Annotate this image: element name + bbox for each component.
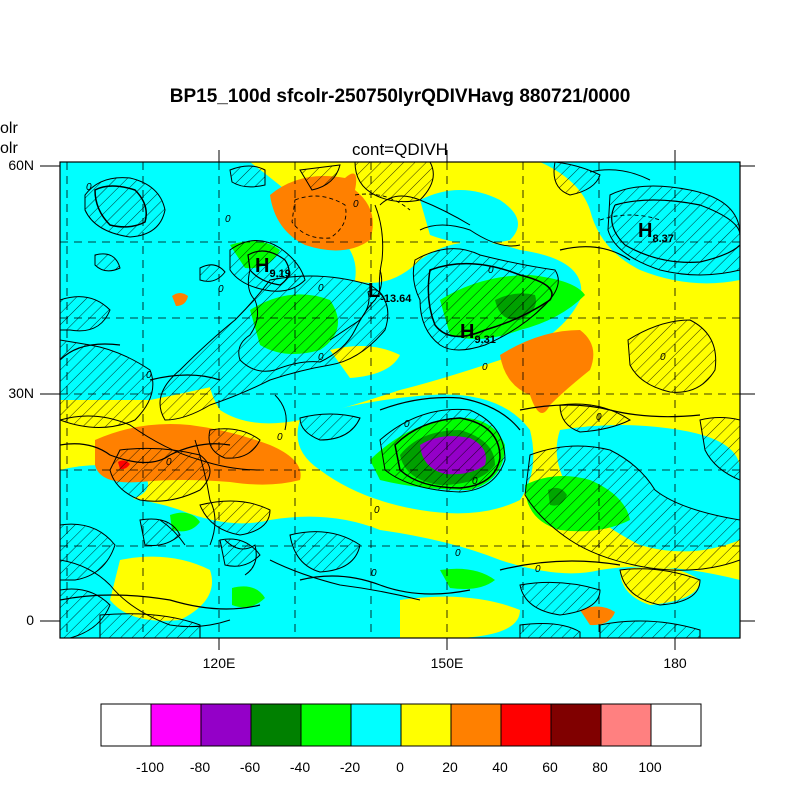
contour-label: 0 (374, 505, 380, 516)
colorbar (100, 703, 702, 747)
lat-label-60n: 60N (8, 157, 34, 173)
cut-label-1: olr (0, 120, 18, 137)
plot-border (59, 161, 741, 639)
green-region-s (440, 568, 495, 589)
colorbar-swatch (250, 703, 302, 747)
colorbar-tick-label: 40 (492, 759, 508, 775)
contour-label: 0 (472, 476, 478, 487)
orange-region-north (270, 173, 373, 251)
colorbar-swatch (550, 703, 602, 747)
colorbar-tick-label: 0 (396, 759, 404, 775)
colorbar-swatch (400, 703, 452, 747)
contour-label: 0 (482, 362, 488, 373)
contour-lines-solid (60, 185, 740, 610)
low-pressure-symbol: L-13.64 (368, 280, 412, 305)
contour-label: 0 (225, 214, 231, 225)
contour-label: 0 (218, 284, 224, 295)
lat-label-30n: 30N (8, 385, 34, 401)
plot-title: BP15_100d sfcolr-250750lyrQDIVHavg 88072… (169, 86, 631, 107)
high-pressure-symbol: H8.37 (638, 220, 674, 245)
colorbar-tick-label: 100 (638, 759, 662, 775)
contour-label: 0 (146, 370, 152, 381)
high-pressure-symbol: H9.31 (460, 321, 496, 346)
contour-label: 0 (371, 568, 377, 579)
colorbar-swatch (150, 703, 202, 747)
lon-label-150e: 150E (430, 655, 464, 671)
contour-label: 0 (488, 265, 494, 276)
colorbar-tick-label: -40 (289, 759, 311, 775)
axis-ticks (40, 150, 755, 650)
map-field (60, 162, 740, 638)
colorbar-tick-label: -80 (189, 759, 211, 775)
hatched-regions (60, 162, 740, 638)
colorbar-swatch (300, 703, 352, 747)
colorbar-swatch (650, 703, 702, 747)
colorbar-tick-label: -20 (339, 759, 361, 775)
contour-label: 0 (166, 457, 172, 468)
contour-lines-dashed (291, 193, 661, 239)
orange-spot-1 (172, 293, 188, 306)
yellow-patch-s2 (400, 596, 520, 638)
contour-label: 0 (353, 199, 359, 210)
contour-zero-labels: 0 0 0 0 0 0 0 0 0 0 0 0 0 0 0 0 0 0 0 (86, 182, 666, 579)
cut-label-2: olr (0, 140, 18, 157)
colorbar-swatch (350, 703, 402, 747)
colorbar-tick-label: 20 (442, 759, 458, 775)
plot-subtitle: cont=QDIVH (352, 140, 448, 159)
colorbar-tick-label: 60 (542, 759, 558, 775)
colorbar-tick-label: -100 (135, 759, 165, 775)
coastlines (60, 169, 651, 628)
colorbar-swatch (450, 703, 502, 747)
colorbar-swatch (500, 703, 552, 747)
contour-label: 0 (86, 182, 92, 193)
contour-label: 0 (660, 352, 666, 363)
lat-label-0: 0 (26, 612, 34, 628)
green-region-sw1 (170, 512, 200, 532)
contour-label: 0 (455, 548, 461, 559)
cyan-region-north (420, 190, 518, 244)
contour-label: 0 (404, 419, 410, 430)
orange-spot-2 (580, 606, 615, 626)
map-gridlines (60, 162, 740, 638)
contour-label: 0 (535, 564, 541, 575)
contour-label: 0 (596, 412, 602, 423)
contour-label: 0 (318, 352, 324, 363)
colorbar-tick-label: -60 (239, 759, 261, 775)
high-pressure-symbol: H9.19 (255, 255, 291, 280)
colorbar-swatch (600, 703, 652, 747)
lon-label-120e: 120E (202, 655, 236, 671)
contour-label: 0 (277, 432, 283, 443)
colorbar-swatch (100, 703, 152, 747)
contour-label: 0 (318, 283, 324, 294)
green-region-sw2 (232, 586, 265, 608)
lon-label-180: 180 (663, 655, 687, 671)
colorbar-tick-label: 80 (592, 759, 608, 775)
colorbar-swatch (200, 703, 252, 747)
